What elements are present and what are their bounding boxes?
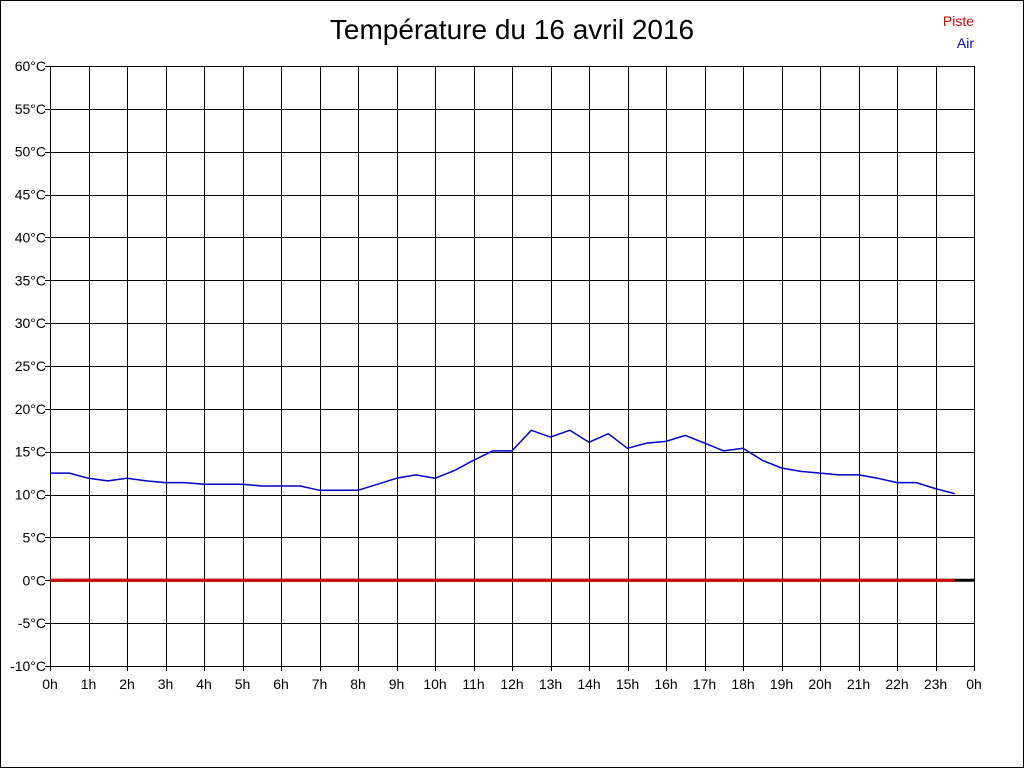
x-tick-label: 3h [158,676,174,692]
series-line-air [50,429,955,495]
x-tick-label: 2h [119,676,135,692]
y-tick-label: 5°C [23,529,47,545]
y-tick-label: 40°C [15,229,46,245]
x-tick-label: 8h [350,676,366,692]
chart-title: Température du 16 avril 2016 [329,14,695,45]
y-tick-label: 60°C [15,58,46,74]
x-tick-label: 16h [654,676,677,692]
plot-series [50,429,974,582]
y-tick-label: 35°C [15,272,46,288]
x-tick-label: 7h [312,676,328,692]
y-tick-label: 10°C [15,487,46,503]
x-tick-label: 6h [273,676,289,692]
legend-air: Air [956,35,974,51]
x-tick-label: 1h [81,676,97,692]
x-tick-label: 23h [924,676,947,692]
x-tick-label: 12h [500,676,523,692]
x-tick-label: 22h [885,676,908,692]
x-tick-label: 10h [423,676,446,692]
y-axis-ticks: -10°C -5°C 0°C 5°C 10°C 15°C 20°C 25°C 30°C 35°C 4… [10,58,46,674]
y-tick-label: 45°C [15,187,46,203]
x-tick-label: 21h [847,676,870,692]
x-tick-label: 5h [235,676,251,692]
y-tick-label: -5°C [18,615,46,631]
y-tick-label: -10°C [10,658,46,674]
y-tick-label: 20°C [15,401,46,417]
x-tick-label: 4h [196,676,212,692]
y-tick-label: 15°C [15,444,46,460]
x-tick-label: 19h [770,676,793,692]
x-tick-label: 0h [966,676,982,692]
y-tick-label: 30°C [15,315,46,331]
y-tick-label: 50°C [15,144,46,160]
x-tick-label: 0h [42,676,58,692]
y-tick-label: 0°C [23,572,47,588]
x-axis-ticks: 0h 1h 2h 3h 4h 5h 6h 7h 8h 9h 10h 11h 12h 13h 14h 15h 16… [42,676,982,692]
plot-grid [45,66,975,671]
y-tick-label: 25°C [15,358,46,374]
x-tick-label: 9h [389,676,405,692]
y-tick-label: 55°C [15,101,46,117]
legend-piste: Piste [942,13,974,29]
x-tick-label: 13h [539,676,562,692]
x-tick-label: 11h [462,676,484,692]
x-tick-label: 14h [577,676,600,692]
x-tick-label: 17h [693,676,716,692]
x-tick-label: 15h [616,676,639,692]
x-tick-label: 18h [731,676,754,692]
x-tick-label: 20h [808,676,831,692]
